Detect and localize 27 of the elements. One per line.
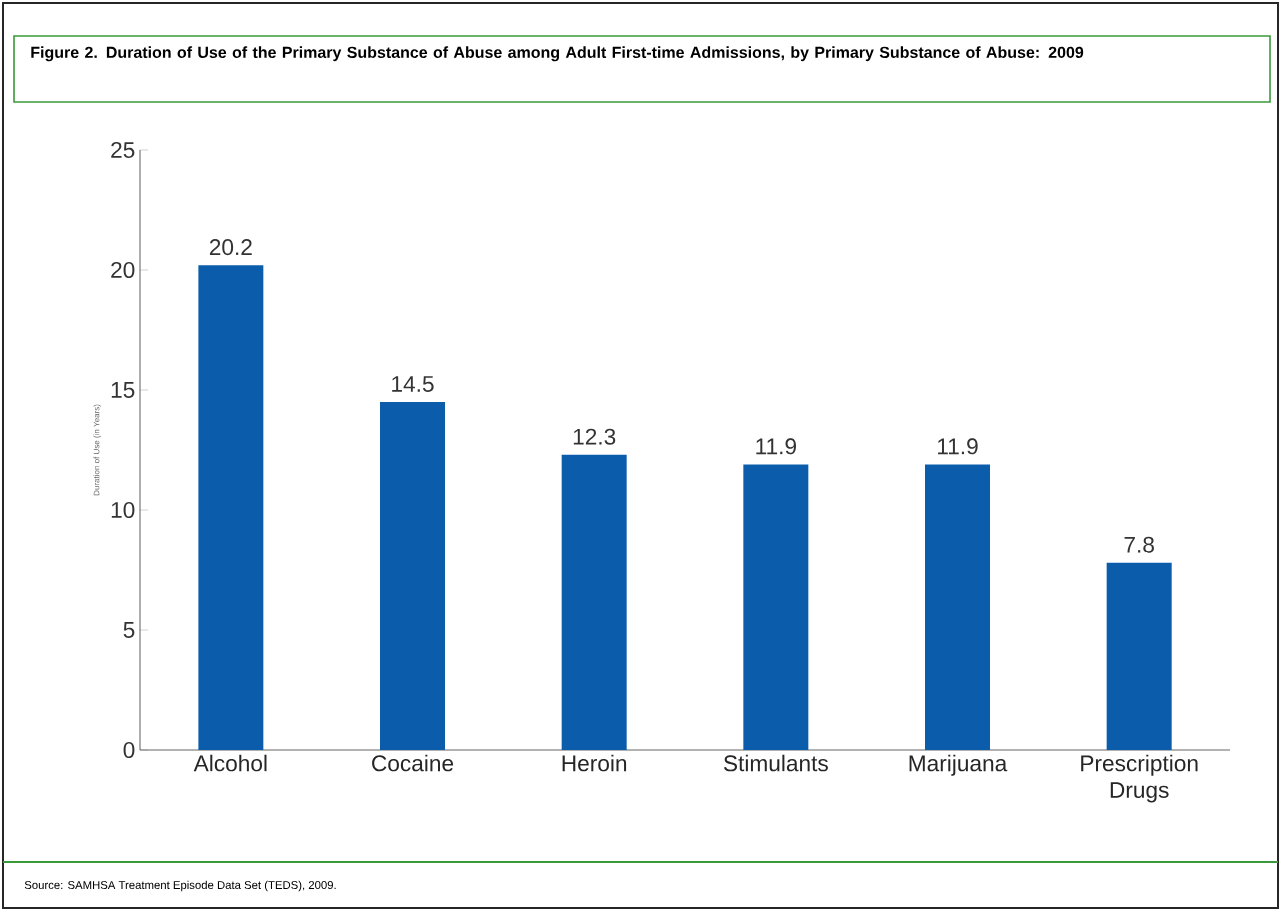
x-tick-label: Stimulants [723, 754, 828, 772]
data-label: 11.9 [756, 438, 796, 455]
bar [925, 464, 991, 750]
data-label: 7.8 [1124, 536, 1154, 553]
y-tick-label: 5 [123, 622, 135, 638]
bar [198, 265, 264, 750]
x-tick-label: Prescription Drugs [1081, 754, 1198, 803]
bar [743, 464, 809, 750]
y-tick-label: 15 [111, 382, 135, 398]
data-label: 20.2 [209, 239, 252, 256]
data-label: 14.5 [392, 376, 434, 392]
data-label: 12.3 [573, 428, 616, 445]
bar [1106, 562, 1172, 750]
x-tick-label: Cocaine [372, 754, 454, 772]
y-tick-label: 20 [111, 261, 135, 279]
data-label: 11.9 [938, 438, 978, 455]
y-axis-title: Duration of Use (in Years) [93, 404, 101, 496]
source-note: Source: SAMHSA Treatment Episode Data Set (TEDS), 2009. [24, 880, 336, 892]
bar [380, 402, 445, 750]
y-tick-label: 10 [111, 501, 135, 519]
x-tick-label: Heroin [562, 754, 627, 772]
bar [561, 454, 627, 750]
x-tick-label: Alcohol [193, 754, 267, 772]
x-tick-label: Marijuana [909, 754, 1008, 776]
y-tick-label: 0 [123, 741, 135, 759]
y-tick-label: 25 [111, 141, 135, 159]
chart-title: Figure 2. Duration of Use of the Primary Substance of Abuse among Adult First-time Admissions, by Primary Substance of Abuse: 2009 [31, 46, 1084, 62]
